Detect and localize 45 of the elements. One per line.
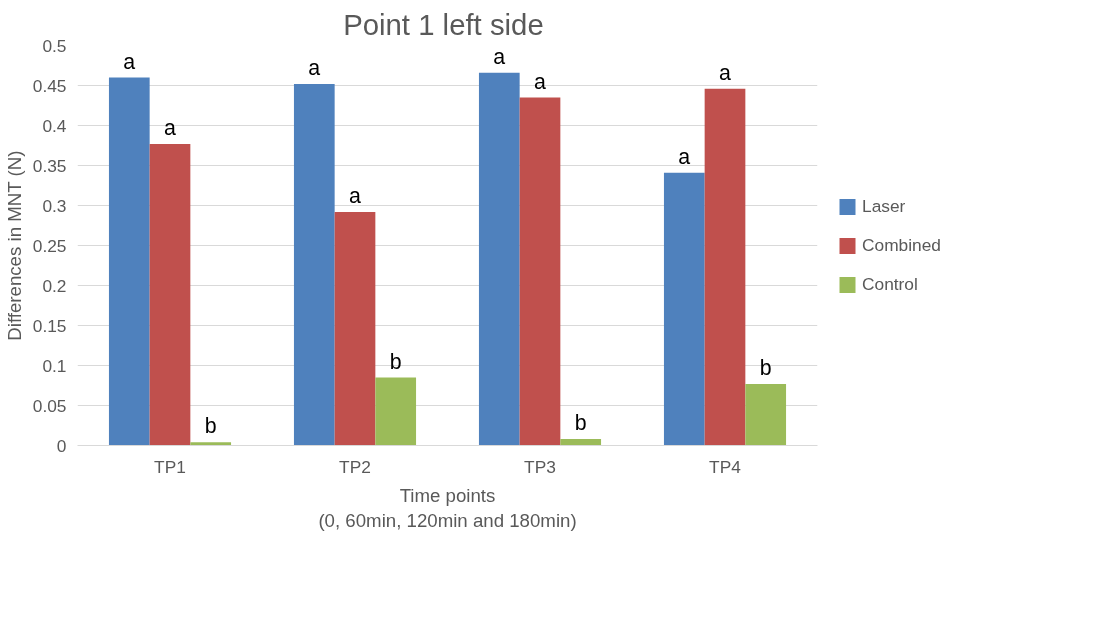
legend-label: Combined [862, 234, 941, 256]
annotation: a [678, 144, 691, 169]
bar [663, 172, 705, 446]
y-tick-label: 0.4 [42, 115, 67, 136]
bar [375, 377, 417, 446]
y-tick-label: 0.05 [32, 395, 67, 416]
annotation: b [574, 411, 587, 436]
y-tick-label: 0.1 [42, 355, 67, 376]
bar [478, 72, 520, 446]
annotation: a [719, 60, 732, 85]
bar [293, 83, 335, 446]
x-tick-label: TP1 [154, 456, 186, 477]
bar [108, 77, 150, 446]
x-axis-title: Time points (0, 60min, 120min and 180min) [318, 484, 577, 531]
annotation: a [164, 115, 177, 140]
bar [745, 383, 787, 446]
annotation: a [123, 49, 136, 74]
bar [190, 442, 232, 446]
y-tick-label: 0.5 [42, 35, 67, 56]
y-tick-label: 0.3 [42, 195, 67, 216]
y-tick-label: 0 [56, 435, 67, 456]
annotation: a [534, 69, 547, 94]
bar [560, 439, 602, 446]
y-tick-label: 0.35 [32, 155, 67, 176]
bar [704, 88, 746, 446]
x-tick-label: TP4 [709, 456, 742, 477]
annotation: a [349, 183, 362, 208]
annotation: a [308, 55, 321, 80]
annotation: b [204, 414, 217, 439]
bar [519, 97, 561, 446]
y-tick-label: 0.2 [42, 275, 67, 296]
legend-label: Laser [862, 195, 906, 217]
y-tick-label: 0.45 [32, 75, 67, 96]
legend-label: Control [862, 273, 918, 295]
y-axis-title: Differences in MNT (N) [3, 150, 25, 341]
y-tick-label: 0.25 [32, 235, 67, 256]
y-tick-label: 0.15 [32, 315, 67, 336]
bar [149, 143, 191, 446]
bar [334, 211, 376, 446]
chart-title: Point 1 left side [343, 7, 544, 41]
x-tick-label: TP2 [339, 456, 371, 477]
annotation: b [759, 355, 772, 380]
annotation: b [389, 349, 402, 374]
annotation: a [493, 44, 506, 69]
x-tick-label: TP3 [524, 456, 556, 477]
